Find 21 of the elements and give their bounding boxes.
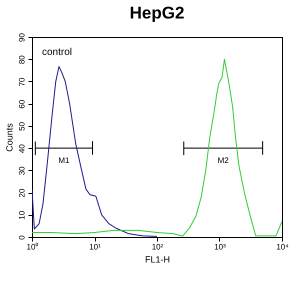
y-tick-label: 10 [18, 210, 26, 220]
y-tick-label: 0 [18, 234, 26, 240]
y-tick-label: 50 [18, 121, 26, 131]
y-tick-label: 80 [18, 54, 26, 64]
y-tick-label: 30 [18, 166, 26, 176]
x-tick-label: 10¹ [89, 242, 102, 252]
annotation: M2 [218, 156, 230, 166]
x-tick-label: 10³ [214, 242, 226, 252]
series-label: control [42, 47, 72, 58]
y-tick-label: 20 [18, 188, 26, 198]
y-tick-label: 90 [18, 32, 26, 42]
y-tick-label: 60 [18, 99, 26, 109]
chart-title: HepG2 [130, 4, 184, 23]
x-tick-label: 10² [152, 242, 164, 252]
annotation: M1 [58, 156, 70, 166]
y-tick-label: 70 [18, 76, 26, 86]
x-tick-label: 10⁰ [26, 242, 38, 252]
y-tick-label: 40 [18, 144, 26, 154]
x-tick-label: 10⁴ [276, 242, 290, 252]
y-axis-title: Counts [4, 122, 14, 152]
x-axis-title: FL1-H [144, 254, 170, 264]
